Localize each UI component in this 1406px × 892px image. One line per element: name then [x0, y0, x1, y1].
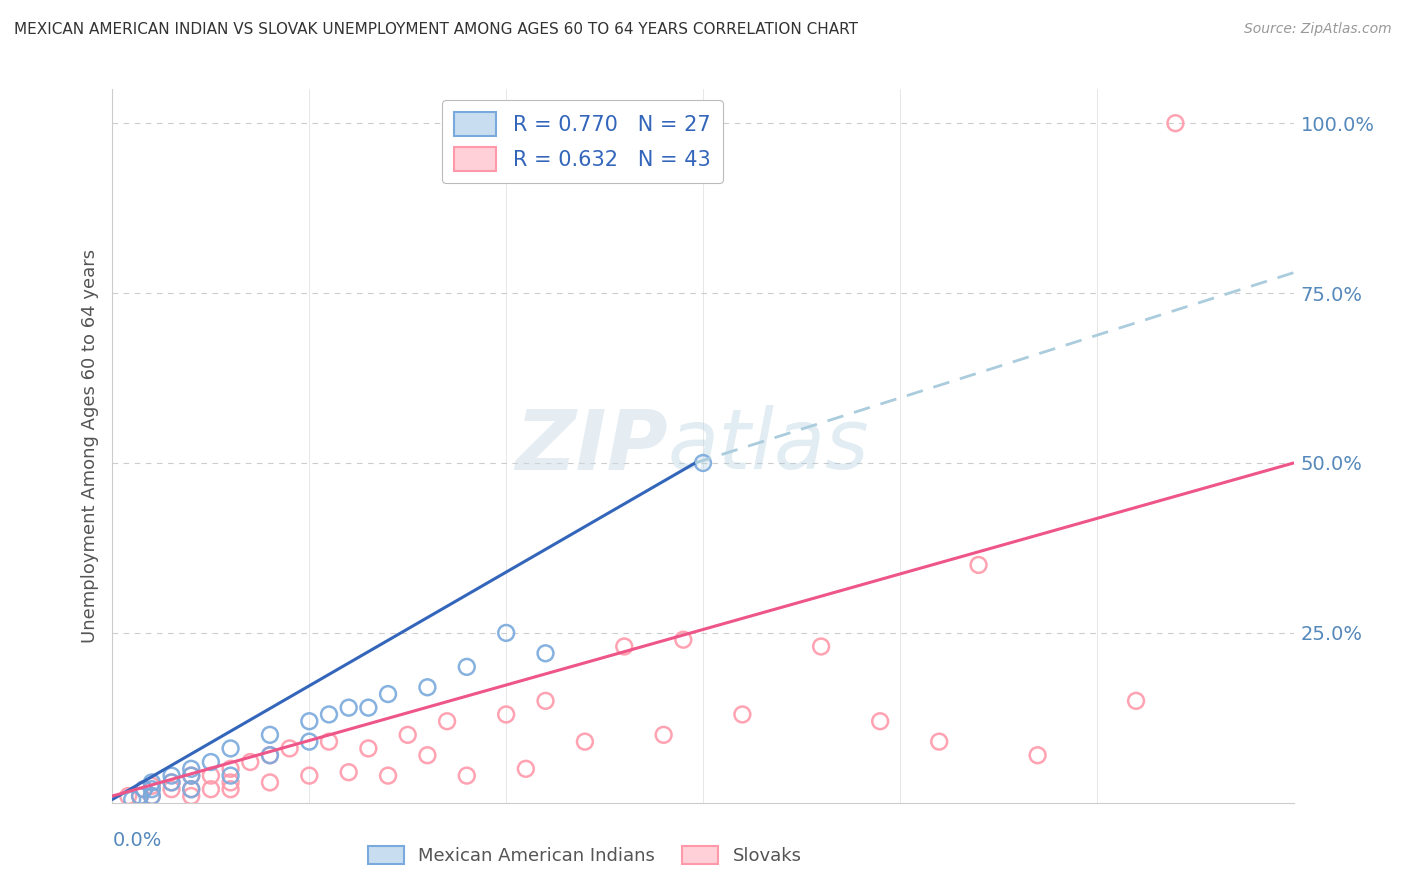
Point — [298, 769, 321, 783]
Point — [672, 632, 695, 647]
Point — [396, 728, 419, 742]
Point — [160, 782, 183, 797]
Point — [141, 775, 163, 789]
Point — [219, 741, 242, 756]
Point — [337, 700, 360, 714]
Point — [928, 734, 950, 748]
Text: 0.0%: 0.0% — [112, 831, 162, 850]
Point — [574, 734, 596, 748]
Point — [259, 748, 281, 763]
Point — [141, 789, 163, 803]
Point — [515, 762, 537, 776]
Point — [318, 707, 340, 722]
Text: atlas: atlas — [668, 406, 869, 486]
Point — [117, 789, 139, 803]
Point — [129, 789, 152, 803]
Point — [160, 775, 183, 789]
Point — [278, 741, 301, 756]
Point — [495, 707, 517, 722]
Point — [132, 782, 155, 797]
Point — [495, 626, 517, 640]
Text: ZIP: ZIP — [515, 406, 668, 486]
Point — [357, 741, 380, 756]
Point — [180, 769, 202, 783]
Point — [456, 769, 478, 783]
Point — [652, 728, 675, 742]
Point — [180, 782, 202, 797]
Point — [219, 762, 242, 776]
Point — [377, 687, 399, 701]
Point — [259, 775, 281, 789]
Point — [219, 775, 242, 789]
Point — [318, 734, 340, 748]
Point — [298, 734, 321, 748]
Y-axis label: Unemployment Among Ages 60 to 64 years: Unemployment Among Ages 60 to 64 years — [80, 249, 98, 643]
Point — [129, 789, 152, 803]
Point — [180, 782, 202, 797]
Point — [219, 769, 242, 783]
Point — [416, 680, 439, 694]
Point — [692, 456, 714, 470]
Point — [377, 769, 399, 783]
Point — [180, 789, 202, 803]
Point — [132, 782, 155, 797]
Point — [1125, 694, 1147, 708]
Point — [967, 558, 990, 572]
Point — [416, 748, 439, 763]
Point — [200, 755, 222, 769]
Point — [160, 769, 183, 783]
Point — [259, 728, 281, 742]
Point — [141, 789, 163, 803]
Point — [239, 755, 262, 769]
Point — [298, 714, 321, 729]
Point — [259, 748, 281, 763]
Point — [1026, 748, 1049, 763]
Point — [180, 769, 202, 783]
Point — [160, 775, 183, 789]
Point — [534, 694, 557, 708]
Point — [456, 660, 478, 674]
Text: Source: ZipAtlas.com: Source: ZipAtlas.com — [1244, 22, 1392, 37]
Point — [141, 782, 163, 797]
Point — [357, 700, 380, 714]
Point — [1164, 116, 1187, 130]
Point — [869, 714, 891, 729]
Text: MEXICAN AMERICAN INDIAN VS SLOVAK UNEMPLOYMENT AMONG AGES 60 TO 64 YEARS CORRELA: MEXICAN AMERICAN INDIAN VS SLOVAK UNEMPL… — [14, 22, 858, 37]
Point — [810, 640, 832, 654]
Point — [613, 640, 636, 654]
Point — [200, 769, 222, 783]
Point — [219, 782, 242, 797]
Point — [337, 765, 360, 780]
Point — [200, 782, 222, 797]
Point — [534, 646, 557, 660]
Point — [121, 792, 143, 806]
Point — [436, 714, 458, 729]
Legend: Mexican American Indians, Slovaks: Mexican American Indians, Slovaks — [361, 838, 808, 872]
Point — [180, 762, 202, 776]
Point — [731, 707, 754, 722]
Point — [141, 779, 163, 793]
